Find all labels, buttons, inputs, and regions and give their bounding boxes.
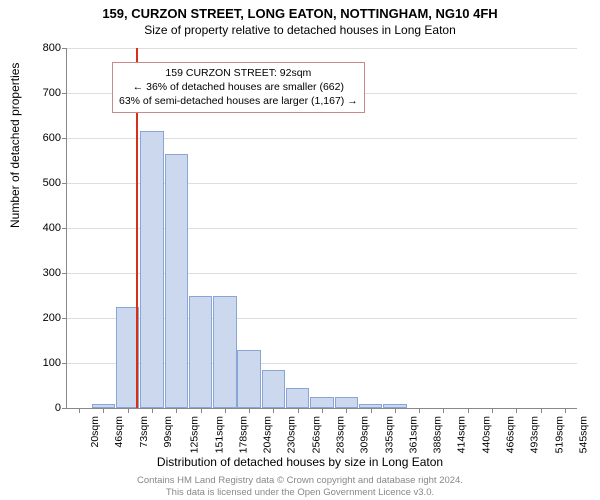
histogram-bar — [286, 388, 310, 408]
y-axis-label: Number of detached properties — [8, 63, 22, 228]
x-tick-label: 414sqm — [456, 416, 468, 453]
y-tick-label: 300 — [43, 267, 67, 279]
x-tick-label: 519sqm — [553, 416, 565, 453]
footer-line-1: Contains HM Land Registry data © Crown c… — [0, 475, 600, 486]
x-tick-label: 256sqm — [310, 416, 322, 453]
chart-container: 159, CURZON STREET, LONG EATON, NOTTINGH… — [0, 0, 600, 500]
x-tick-mark — [346, 408, 347, 413]
histogram-bar — [262, 370, 286, 408]
x-tick-label: 440sqm — [480, 416, 492, 453]
x-tick-label: 230sqm — [286, 416, 298, 453]
x-tick-mark — [443, 408, 444, 413]
x-axis-label: Distribution of detached houses by size … — [0, 455, 600, 469]
x-tick-label: 493sqm — [529, 416, 541, 453]
histogram-bar — [213, 296, 237, 409]
x-tick-mark — [225, 408, 226, 413]
y-tick-label: 500 — [43, 177, 67, 189]
histogram-bar — [140, 131, 164, 408]
x-tick-label: 73sqm — [137, 416, 149, 448]
x-tick-mark — [152, 408, 153, 413]
x-tick-label: 151sqm — [213, 416, 225, 453]
x-tick-mark — [492, 408, 493, 413]
x-tick-label: 20sqm — [89, 416, 101, 448]
y-tick-label: 0 — [55, 402, 67, 414]
page-title: 159, CURZON STREET, LONG EATON, NOTTINGH… — [0, 0, 600, 21]
x-tick-mark — [128, 408, 129, 413]
x-tick-label: 466sqm — [505, 416, 517, 453]
x-tick-mark — [298, 408, 299, 413]
x-tick-mark — [516, 408, 517, 413]
y-tick-label: 400 — [43, 222, 67, 234]
x-tick-mark — [565, 408, 566, 413]
histogram-bar — [335, 397, 359, 408]
y-tick-label: 100 — [43, 357, 67, 369]
callout-line-1: 159 CURZON STREET: 92sqm — [119, 66, 358, 80]
x-tick-mark — [468, 408, 469, 413]
x-tick-mark — [273, 408, 274, 413]
y-tick-label: 700 — [43, 87, 67, 99]
chart-plot-area: 010020030040050060070080020sqm46sqm73sqm… — [66, 48, 577, 409]
callout-line-3: 63% of semi-detached houses are larger (… — [119, 94, 358, 108]
y-tick-label: 200 — [43, 312, 67, 324]
x-tick-mark — [103, 408, 104, 413]
x-tick-mark — [371, 408, 372, 413]
x-tick-mark — [249, 408, 250, 413]
y-tick-label: 800 — [43, 42, 67, 54]
y-tick-label: 600 — [43, 132, 67, 144]
x-tick-mark — [176, 408, 177, 413]
x-tick-label: 204sqm — [262, 416, 274, 453]
x-tick-label: 545sqm — [578, 416, 590, 453]
x-tick-label: 361sqm — [408, 416, 420, 453]
histogram-bar — [310, 397, 334, 408]
x-tick-label: 335sqm — [383, 416, 395, 453]
callout-box: 159 CURZON STREET: 92sqm ← 36% of detach… — [112, 62, 365, 113]
x-tick-label: 125sqm — [189, 416, 201, 453]
x-tick-mark — [419, 408, 420, 413]
x-tick-mark — [79, 408, 80, 413]
histogram-bar — [237, 350, 261, 409]
x-tick-label: 178sqm — [238, 416, 250, 453]
callout-line-2: ← 36% of detached houses are smaller (66… — [119, 80, 358, 94]
grid-line — [67, 48, 577, 49]
footer-line-2: This data is licensed under the Open Gov… — [0, 487, 600, 498]
x-tick-mark — [541, 408, 542, 413]
x-tick-mark — [201, 408, 202, 413]
x-tick-mark — [322, 408, 323, 413]
x-tick-label: 99sqm — [162, 416, 174, 448]
x-tick-label: 388sqm — [432, 416, 444, 453]
page-subtitle: Size of property relative to detached ho… — [0, 21, 600, 37]
histogram-bar — [165, 154, 189, 408]
x-tick-mark — [395, 408, 396, 413]
x-tick-label: 283sqm — [335, 416, 347, 453]
x-tick-label: 46sqm — [113, 416, 125, 448]
footer-attribution: Contains HM Land Registry data © Crown c… — [0, 475, 600, 498]
histogram-bar — [189, 296, 213, 409]
x-tick-label: 309sqm — [359, 416, 371, 453]
